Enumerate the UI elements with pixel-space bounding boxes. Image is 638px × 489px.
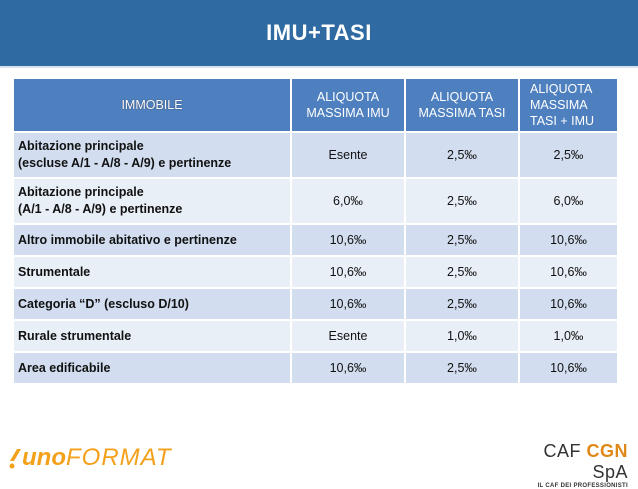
table-row: Rurale strumentale Esente 1,0‰ 1,0‰	[14, 321, 617, 351]
row-tasi: 2,5‰	[406, 257, 520, 287]
title-bar: IMU+TASI	[0, 0, 638, 68]
header-aliquota-imu: ALIQUOTA MASSIMA IMU	[292, 79, 406, 131]
header-immobile: IMMOBILE	[14, 79, 292, 131]
logo-tagline: IL CAF DEI PROFESSIONISTI	[537, 483, 628, 489]
row-total: 10,6‰	[520, 225, 617, 255]
caf-cgn-name: CAF CGN SpA	[532, 441, 628, 483]
row-total: 2,5‰	[520, 133, 617, 177]
logo-spa-text: SpA	[592, 462, 628, 482]
row-name: Area edificabile	[14, 353, 292, 383]
row-name: Altro immobile abitativo e pertinenze	[14, 225, 292, 255]
logo-caf-text: CAF	[543, 441, 581, 461]
table-row: Strumentale 10,6‰ 2,5‰ 10,6‰	[14, 257, 617, 287]
table-row: Altro immobile abitativo e pertinenze 10…	[14, 225, 617, 255]
row-imu: Esente	[292, 321, 406, 351]
row-imu: 10,6‰	[292, 353, 406, 383]
row-total: 10,6‰	[520, 289, 617, 319]
table-row: Categoria “D” (escluso D/10) 10,6‰ 2,5‰ …	[14, 289, 617, 319]
row-tasi: 2,5‰	[406, 353, 520, 383]
logo-format-text: FORMAT	[65, 444, 172, 471]
row-imu: 6,0‰	[292, 179, 406, 223]
logo-uno-text: uno	[22, 444, 66, 471]
rates-table: IMMOBILE ALIQUOTA MASSIMA IMU ALIQUOTA M…	[14, 77, 617, 385]
row-imu: Esente	[292, 133, 406, 177]
unoformat-mark-icon	[9, 449, 21, 469]
caf-cgn-logo: CAF CGN SpA IL CAF DEI PROFESSIONISTI	[532, 441, 628, 489]
row-tasi: 2,5‰	[406, 133, 520, 177]
row-total: 10,6‰	[520, 353, 617, 383]
table-row: Area edificabile 10,6‰ 2,5‰ 10,6‰	[14, 353, 617, 383]
row-name: Categoria “D” (escluso D/10)	[14, 289, 292, 319]
table-header-row: IMMOBILE ALIQUOTA MASSIMA IMU ALIQUOTA M…	[14, 79, 617, 131]
row-tasi: 2,5‰	[406, 179, 520, 223]
table-row: Abitazione principale (A/1 - A/8 - A/9) …	[14, 179, 617, 223]
header-aliquota-tasi: ALIQUOTA MASSIMA TASI	[406, 79, 520, 131]
row-imu: 10,6‰	[292, 289, 406, 319]
row-total: 10,6‰	[520, 257, 617, 287]
row-name: Abitazione principale (escluse A/1 - A/8…	[14, 133, 292, 177]
row-total: 1,0‰	[520, 321, 617, 351]
row-imu: 10,6‰	[292, 257, 406, 287]
row-name: Strumentale	[14, 257, 292, 287]
row-name: Abitazione principale (A/1 - A/8 - A/9) …	[14, 179, 292, 223]
table-row: Abitazione principale (escluse A/1 - A/8…	[14, 133, 617, 177]
logo-cgn-text: CGN	[586, 441, 628, 461]
row-tasi: 2,5‰	[406, 225, 520, 255]
row-total: 6,0‰	[520, 179, 617, 223]
row-name: Rurale strumentale	[14, 321, 292, 351]
unoformat-logo: uno FORMAT	[8, 440, 172, 476]
slide-title: IMU+TASI	[266, 20, 372, 45]
row-tasi: 1,0‰	[406, 321, 520, 351]
header-aliquota-total: ALIQUOTA MASSIMA TASI + IMU	[520, 79, 617, 131]
row-imu: 10,6‰	[292, 225, 406, 255]
row-tasi: 2,5‰	[406, 289, 520, 319]
